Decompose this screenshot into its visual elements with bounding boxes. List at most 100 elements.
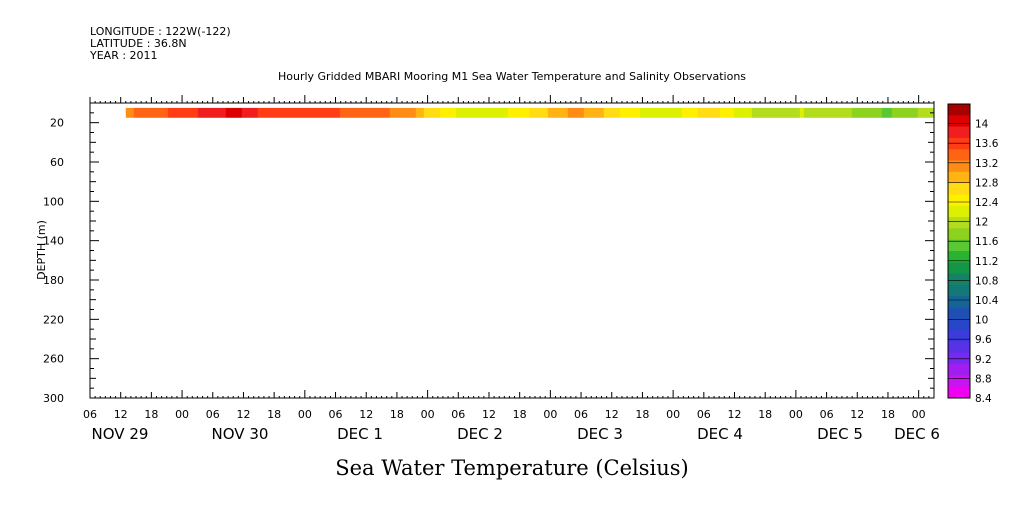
temperature-cell	[147, 107, 151, 118]
x-day-label: DEC 4	[697, 425, 743, 443]
temperature-cell	[265, 107, 269, 118]
colorbar-label: 10	[975, 315, 988, 327]
x-tick-label: 12	[114, 408, 128, 421]
y-tick-label: 20	[50, 117, 64, 130]
temperature-cell	[689, 107, 693, 118]
temperature-cell	[291, 107, 295, 118]
temperature-cell	[145, 107, 149, 118]
colorbar-swatch	[948, 284, 970, 297]
temperature-cell	[577, 107, 581, 118]
temperature-cell	[295, 107, 299, 118]
y-tick-label: 260	[43, 353, 64, 366]
temperature-cell	[647, 107, 651, 118]
colorbar-swatch	[948, 137, 970, 150]
temperature-cell	[323, 107, 327, 118]
temperature-cell	[221, 107, 225, 118]
temperature-cell	[283, 107, 287, 118]
temperature-cell	[629, 107, 633, 118]
temperature-cell	[167, 107, 171, 118]
temperature-cell	[583, 107, 587, 118]
temperature-cell	[903, 107, 907, 118]
temperature-cell	[181, 107, 185, 118]
temperature-cell	[149, 107, 153, 118]
temperature-cell	[273, 107, 277, 118]
temperature-cell	[231, 107, 235, 118]
temperature-cell	[837, 107, 841, 118]
temperature-cell	[481, 107, 485, 118]
temperature-cell	[889, 107, 893, 118]
temperature-cell	[241, 107, 245, 118]
temperature-cell	[651, 107, 655, 118]
temperature-cell	[131, 107, 135, 118]
temperature-cell	[299, 107, 303, 118]
temperature-cell	[251, 107, 255, 118]
temperature-cell	[739, 107, 743, 118]
temperature-cell	[337, 107, 341, 118]
x-day-label: DEC 3	[577, 425, 623, 443]
temperature-cell	[453, 107, 457, 118]
temperature-cell	[423, 107, 427, 118]
temperature-cell	[387, 107, 391, 118]
temperature-cell	[573, 107, 577, 118]
temperature-cell	[389, 107, 393, 118]
temperature-cell	[845, 107, 849, 118]
y-tick-label: 220	[43, 313, 64, 326]
x-tick-label: 00	[666, 408, 680, 421]
temperature-cell	[715, 107, 719, 118]
temperature-cell	[177, 107, 181, 118]
temperature-cell	[819, 107, 823, 118]
x-tick-label: 18	[390, 408, 404, 421]
temperature-cell	[599, 107, 603, 118]
temperature-cell	[415, 107, 419, 118]
temperature-cell	[861, 107, 865, 118]
temperature-cell	[491, 107, 495, 118]
colorbar-swatch	[948, 194, 970, 207]
temperature-cell	[455, 107, 459, 118]
temperature-cell	[225, 107, 229, 118]
temperature-cell	[777, 107, 781, 118]
temperature-cell	[881, 107, 885, 118]
temperature-cell	[545, 107, 549, 118]
temperature-cell	[307, 107, 311, 118]
temperature-cell	[349, 107, 353, 118]
temperature-cell	[493, 107, 497, 118]
x-tick-label: 00	[789, 408, 803, 421]
temperature-cell	[399, 107, 403, 118]
temperature-cell	[611, 107, 615, 118]
temperature-cell	[497, 107, 501, 118]
temperature-cell	[141, 107, 145, 118]
temperature-cell	[719, 107, 723, 118]
temperature-cell	[199, 107, 203, 118]
temperature-cell	[657, 107, 661, 118]
temperature-cell	[713, 107, 717, 118]
temperature-cell	[325, 107, 329, 118]
temperature-cell	[883, 107, 887, 118]
temperature-cell	[351, 107, 355, 118]
temperature-cell	[479, 107, 483, 118]
temperature-cell	[187, 107, 191, 118]
colorbar-label: 10.4	[975, 295, 999, 307]
temperature-cell	[609, 107, 613, 118]
temperature-cell	[727, 107, 731, 118]
temperature-cell	[615, 107, 619, 118]
temperature-cell	[679, 107, 683, 118]
x-day-label: DEC 5	[817, 425, 863, 443]
temperature-cell	[567, 107, 571, 118]
temperature-cell	[129, 107, 133, 118]
temperature-cell	[157, 107, 161, 118]
temperature-cell	[449, 107, 453, 118]
temperature-cell	[249, 107, 253, 118]
temperature-cell	[363, 107, 367, 118]
temperature-cell	[355, 107, 359, 118]
y-axis: 20 60 100 140 180 220 260 300	[43, 102, 934, 405]
temperature-cell	[163, 107, 167, 118]
temperature-cell	[793, 107, 797, 118]
temperature-cell	[303, 107, 307, 118]
temperature-cell	[691, 107, 695, 118]
temperature-cell	[697, 107, 701, 118]
temperature-cell	[271, 107, 275, 118]
temperature-cell	[875, 107, 879, 118]
x-tick-label: 06	[206, 408, 220, 421]
colorbar-swatch	[948, 228, 970, 241]
colorbar-swatch	[948, 341, 970, 354]
